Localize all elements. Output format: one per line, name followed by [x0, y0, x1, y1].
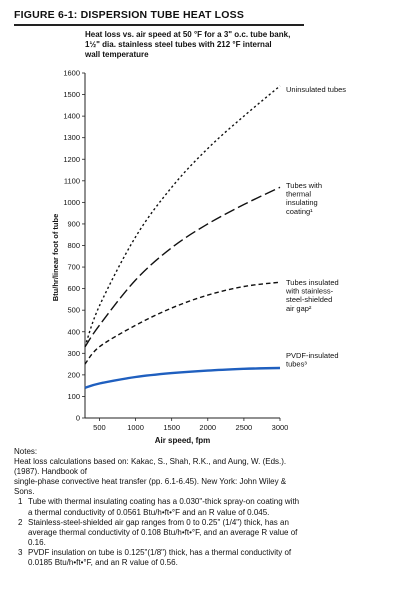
footnote-line: Tube with thermal insulating coating has… [28, 497, 300, 507]
footnote-2: 2 Stainless-steel-shielded air gap range… [14, 518, 386, 548]
y-tick-label: 100 [67, 392, 80, 401]
y-tick-label: 1300 [63, 133, 80, 142]
series-line-3 [84, 281, 281, 365]
x-tick-label: 2500 [236, 423, 253, 432]
footnote-line: 0.16. [28, 537, 46, 547]
footnote-line: a thermal conductivity of 0.0561 Btu/h•f… [28, 507, 270, 517]
notes-source-line: Sons. [14, 487, 35, 497]
footnote-line: 0.0185 Btu/h•ft•°F, and an R value of 0.… [28, 558, 178, 568]
chart-subtitle-line: Heat loss vs. air speed at 50 °F for a 3… [85, 30, 291, 39]
series-line-2 [84, 186, 281, 348]
series-label-line: Tubes insulated [286, 278, 339, 287]
series-label-line: tubes³ [286, 360, 307, 369]
footnote-3: 3 PVDF insulation on tube is 0.125"(1/8"… [14, 548, 386, 568]
x-tick-label: 1000 [127, 423, 144, 432]
series-line-4 [84, 366, 281, 389]
y-tick-label: 800 [67, 241, 80, 250]
series-label-line: Uninsulated tubes [286, 85, 346, 94]
chart-subtitle-line: wall temperature [85, 50, 149, 59]
y-axis-label: Btu/hr/linear foot of tube [51, 214, 60, 302]
footnote-1: 1 Tube with thermal insulating coating h… [14, 497, 386, 517]
series-label-3: Tubes insulated with stainless-steel-shie… [285, 278, 339, 313]
title-rule [14, 24, 304, 26]
y-tick-label: 200 [67, 370, 80, 379]
x-axis-label: Air speed, fpm [155, 436, 211, 445]
chart-subtitle: Heat loss vs. air speed at 50 °F for a 3… [85, 30, 315, 60]
notes-heading: Notes: [14, 447, 38, 456]
y-tick-label: 1000 [63, 198, 80, 207]
y-tick-label: 400 [67, 327, 80, 336]
figure-title: FIGURE 6-1: DISPERSION TUBE HEAT LOSS [14, 9, 245, 21]
x-tick-label: 500 [93, 423, 106, 432]
footnote-line: Stainless-steel-shielded air gap ranges … [28, 517, 289, 527]
y-tick-label: 900 [67, 219, 80, 228]
series-label-line: thermal [286, 190, 311, 199]
y-tick-label: 600 [67, 284, 80, 293]
series-label-line: insulating [286, 198, 318, 207]
y-tick-label: 500 [67, 306, 80, 315]
notes-source-line: Heat loss calculations based on: Kakac, … [14, 457, 287, 467]
footnote-line: PVDF insulation on tube is 0.125"(1/8") … [28, 547, 292, 557]
footnote-number: 3 [18, 547, 23, 557]
y-tick-label: 1100 [64, 176, 80, 185]
x-tick-label: 1500 [163, 423, 180, 432]
series-label-1: Uninsulated tubes [286, 85, 346, 94]
footnote-number: 2 [18, 517, 23, 527]
y-tick-label: 1400 [63, 112, 80, 121]
y-tick-label: 1200 [63, 155, 80, 164]
x-tick-label: 3000 [272, 423, 289, 432]
y-tick-label: 1500 [63, 90, 80, 99]
y-tick-label: 700 [67, 263, 80, 272]
series-label-line: with stainless- [285, 287, 334, 296]
series-label-line: Tubes with [286, 181, 322, 190]
series-label-4: PVDF-insulated tubes³ [286, 351, 339, 369]
chart-subtitle-line: 1½" dia. stainless steel tubes with 212 … [85, 40, 272, 49]
notes-source-line: (1987). Handbook of [14, 467, 87, 477]
y-tick-label: 300 [67, 349, 80, 358]
series-label-line: PVDF-insulated [286, 351, 339, 360]
series-label-line: coating¹ [286, 207, 313, 216]
x-tick-label: 2000 [199, 423, 216, 432]
series-label-2: Tubes with thermal insulating coating¹ [286, 181, 322, 216]
y-tick-label: 1600 [63, 69, 80, 78]
footnote-line: average thermal conductivity of 0.108 Bt… [28, 527, 298, 537]
y-tick-label: 0 [76, 414, 80, 423]
heat-loss-chart: 0 100 200 300 400 500 600 700 800 900 1000 1100 1200… [51, 69, 346, 446]
series-label-line: air gap² [286, 304, 312, 313]
series-line-1 [84, 85, 281, 348]
series-label-line: steel-shielded [286, 295, 332, 304]
notes: Notes: Heat loss calculations based on: … [14, 447, 386, 568]
notes-source-line: single-phase convective heat transfer (p… [14, 477, 287, 487]
footnote-number: 1 [18, 497, 23, 507]
